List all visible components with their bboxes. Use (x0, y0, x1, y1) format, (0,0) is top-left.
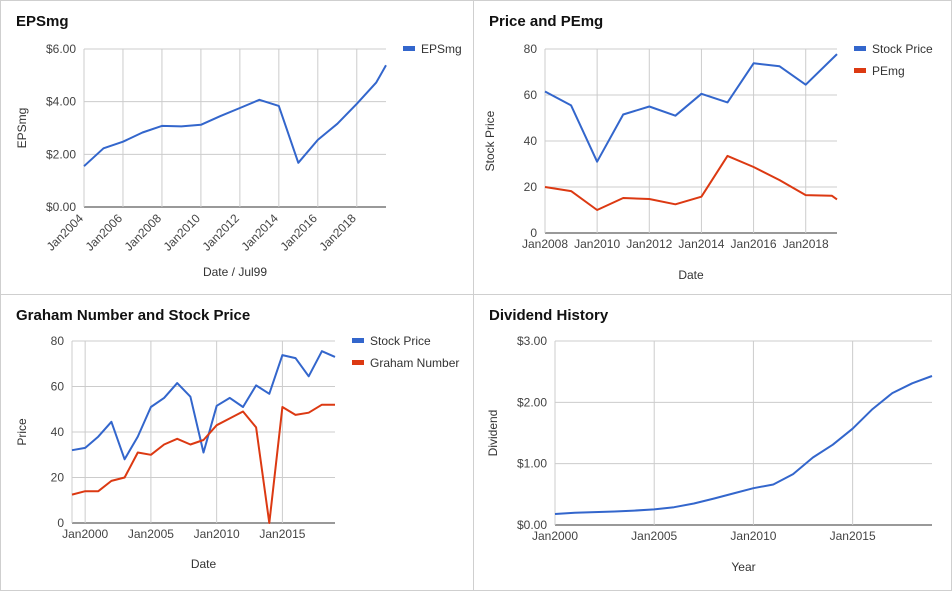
x-axis-label: Year (731, 560, 755, 574)
y-axis-label: Stock Price (483, 110, 497, 171)
y-tick-label: 80 (524, 42, 538, 56)
x-tick-label: Jan2016 (731, 237, 777, 251)
x-tick-label: Jan2000 (532, 529, 578, 543)
chart-title: Graham Number and Stock Price (16, 307, 251, 324)
x-tick-label: Jan2005 (128, 527, 174, 541)
y-tick-label: 20 (51, 471, 65, 485)
dividend-chart: $0.00 $1.00 $2.00 $3.00 Jan2000 Jan2005 Jan201… (486, 334, 933, 574)
x-tick-label: Jan2014 (239, 211, 282, 254)
x-axis-label: Date (678, 268, 704, 282)
y-tick-label: $0.00 (46, 200, 76, 214)
gridlines (544, 48, 837, 234)
x-tick-label: Jan2010 (161, 211, 204, 254)
x-tick-label: Jan2005 (631, 529, 677, 543)
legend-swatch (854, 68, 866, 73)
y-tick-label: 60 (51, 380, 65, 394)
series-line-stock-price (71, 350, 336, 461)
series-line-epsmg (83, 64, 387, 167)
legend-label: PEmg (872, 64, 905, 78)
legend-swatch (403, 46, 415, 51)
epsmg-chart: $0.00 $2.00 $4.00 $6.00 Jan2004Jan2006Jan200… (15, 42, 462, 279)
graham-chart: 0 20 40 60 80 Jan2000 Jan2005 Jan2010 Jan2015 Dat… (15, 334, 459, 571)
legend-label: EPSmg (421, 42, 462, 56)
panel-epsmg: EPSmg $0.00 $2.00 $4.00 $6.00 Jan2004 Jan2006… (0, 0, 474, 295)
legend-label: Stock Price (872, 42, 933, 56)
x-tick-label: Jan2012 (626, 237, 672, 251)
x-tick-label: Jan2010 (194, 527, 240, 541)
panel-price-pe: Price and PEmg 0 20 40 60 80 Jan2008 Jan2010 Ja… (473, 0, 952, 295)
legend-swatch (854, 46, 866, 51)
x-tick-label: Jan2014 (678, 237, 724, 251)
x-tick-label: Jan2004 (44, 211, 87, 254)
x-axis-label: Date / Jul99 (203, 265, 267, 279)
chart-title: Dividend History (489, 307, 609, 324)
x-axis-label: Date (191, 557, 217, 571)
chart-title: Price and PEmg (489, 13, 604, 30)
legend-swatch (352, 360, 364, 365)
x-tick-label: Jan2008 (522, 237, 568, 251)
x-tick-label: Jan2016 (277, 211, 320, 254)
y-tick-label: 40 (51, 425, 65, 439)
x-tick-label: Jan2010 (730, 529, 776, 543)
y-tick-label: 80 (51, 334, 65, 348)
x-tick-label: Jan2010 (574, 237, 620, 251)
x-tick-label: Jan2018 (783, 237, 829, 251)
series-line-stock-price (544, 53, 838, 163)
legend-label: Stock Price (370, 334, 431, 348)
y-tick-label: 40 (524, 134, 538, 148)
x-tick-label: Jan2018 (316, 211, 359, 254)
legend-swatch (352, 338, 364, 343)
price-pe-chart: 0 20 40 60 80 Jan2008 Jan2010 Jan2012 Jan2014 Jan… (483, 42, 933, 282)
y-tick-label: $4.00 (46, 95, 76, 109)
x-tick-label: Jan2008 (122, 211, 165, 254)
chart-title: EPSmg (16, 13, 69, 30)
y-axis-label: Dividend (486, 410, 500, 457)
x-tick-label: Jan2006 (83, 211, 126, 254)
series-line-pemg (544, 154, 838, 211)
y-axis-label: Price (15, 418, 29, 446)
panel-graham: Graham Number and Stock Price 0 20 40 60 80 J… (0, 294, 474, 591)
y-tick-label: $0.00 (517, 518, 547, 532)
y-tick-label: $3.00 (517, 334, 547, 348)
y-tick-label: $6.00 (46, 42, 76, 56)
y-tick-label: 0 (57, 516, 64, 530)
series-line-0 (554, 375, 933, 515)
y-tick-label: $2.00 (46, 147, 76, 161)
y-axis-label: EPSmg (15, 108, 29, 149)
x-tick-label: Jan2012 (200, 211, 243, 254)
y-tick-label: 0 (530, 226, 537, 240)
x-tick-label: Jan2015 (259, 527, 305, 541)
x-tick-label: Jan2015 (830, 529, 876, 543)
gridlines (83, 48, 386, 208)
gridlines (554, 340, 932, 526)
y-tick-label: 20 (524, 180, 538, 194)
panel-dividend: Dividend History $0.00 $1.00 $2.00 $3.00 Jan… (473, 294, 952, 591)
x-tick-label: Jan2000 (62, 527, 108, 541)
y-tick-label: $2.00 (517, 395, 547, 409)
legend-label: Graham Number (370, 356, 459, 370)
series-line-graham-number (71, 403, 335, 524)
y-tick-label: 60 (524, 88, 538, 102)
y-tick-label: $1.00 (517, 457, 547, 471)
gridlines (71, 340, 335, 524)
